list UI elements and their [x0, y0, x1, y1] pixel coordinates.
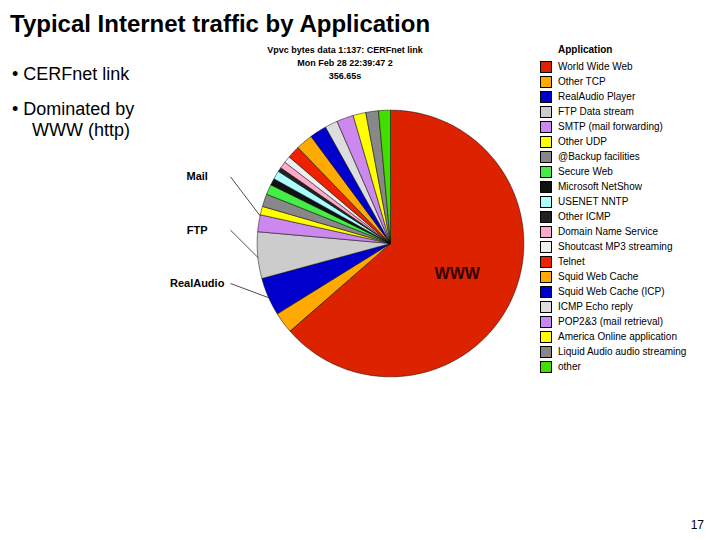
svg-text:Mail: Mail: [186, 170, 207, 182]
html-text:Other ICMP: Other ICMP: [558, 211, 611, 222]
html-text:Application: Application: [558, 44, 613, 55]
html-text:POP2&3 (mail retrieval): POP2&3 (mail retrieval): [558, 316, 663, 327]
html-text:ICMP Echo reply: ICMP Echo reply: [558, 301, 633, 312]
html-text:@Backup facilities: @Backup facilities: [558, 151, 640, 162]
html-text:Liquid Audio audio streaming: Liquid Audio audio streaming: [558, 346, 687, 357]
html-text:RealAudio Player: RealAudio Player: [558, 91, 636, 102]
html-text:Squid Web Cache (ICP): Squid Web Cache (ICP): [558, 286, 665, 297]
html-text:Secure Web: Secure Web: [558, 166, 613, 177]
svg-text:RealAudio: RealAudio: [170, 277, 225, 289]
svg-text:FTP: FTP: [187, 224, 208, 236]
html-text:Typical Internet traffic by Ap: Typical Internet traffic by Application: [10, 10, 431, 37]
html-text:17: 17: [690, 518, 704, 532]
html-text:Other UDP: Other UDP: [558, 136, 607, 147]
html-text:World Wide Web: World Wide Web: [558, 61, 633, 72]
html-text:• Dominated by: • Dominated by: [12, 99, 135, 119]
html-text:WWW (http): WWW (http): [32, 120, 130, 140]
html-text:SMTP (mail forwarding): SMTP (mail forwarding): [558, 121, 663, 132]
html-text:Telnet: Telnet: [558, 256, 585, 267]
html-text:America Online application: America Online application: [558, 331, 677, 342]
html-text:Microsoft NetShow: Microsoft NetShow: [558, 181, 642, 192]
svg-text:WWW: WWW: [435, 265, 481, 282]
html-text:Shoutcast MP3 streaming: Shoutcast MP3 streaming: [558, 241, 673, 252]
html-text:356.65s: 356.65s: [328, 71, 362, 81]
html-text:Other TCP: Other TCP: [558, 76, 606, 87]
html-text:Mon Feb 28 22:39:47 2: Mon Feb 28 22:39:47 2: [297, 58, 393, 68]
html-text:Vpvc bytes data 1:137: CERFnet: Vpvc bytes data 1:137: CERFnet link: [267, 45, 423, 55]
html-text:Domain Name Service: Domain Name Service: [558, 226, 658, 237]
html-text:FTP Data stream: FTP Data stream: [558, 106, 634, 117]
html-text:other: other: [558, 361, 581, 372]
html-text:Squid Web Cache: Squid Web Cache: [558, 271, 639, 282]
html-text:• CERFnet link: • CERFnet link: [12, 64, 130, 84]
html-text:USENET NNTP: USENET NNTP: [558, 196, 629, 207]
